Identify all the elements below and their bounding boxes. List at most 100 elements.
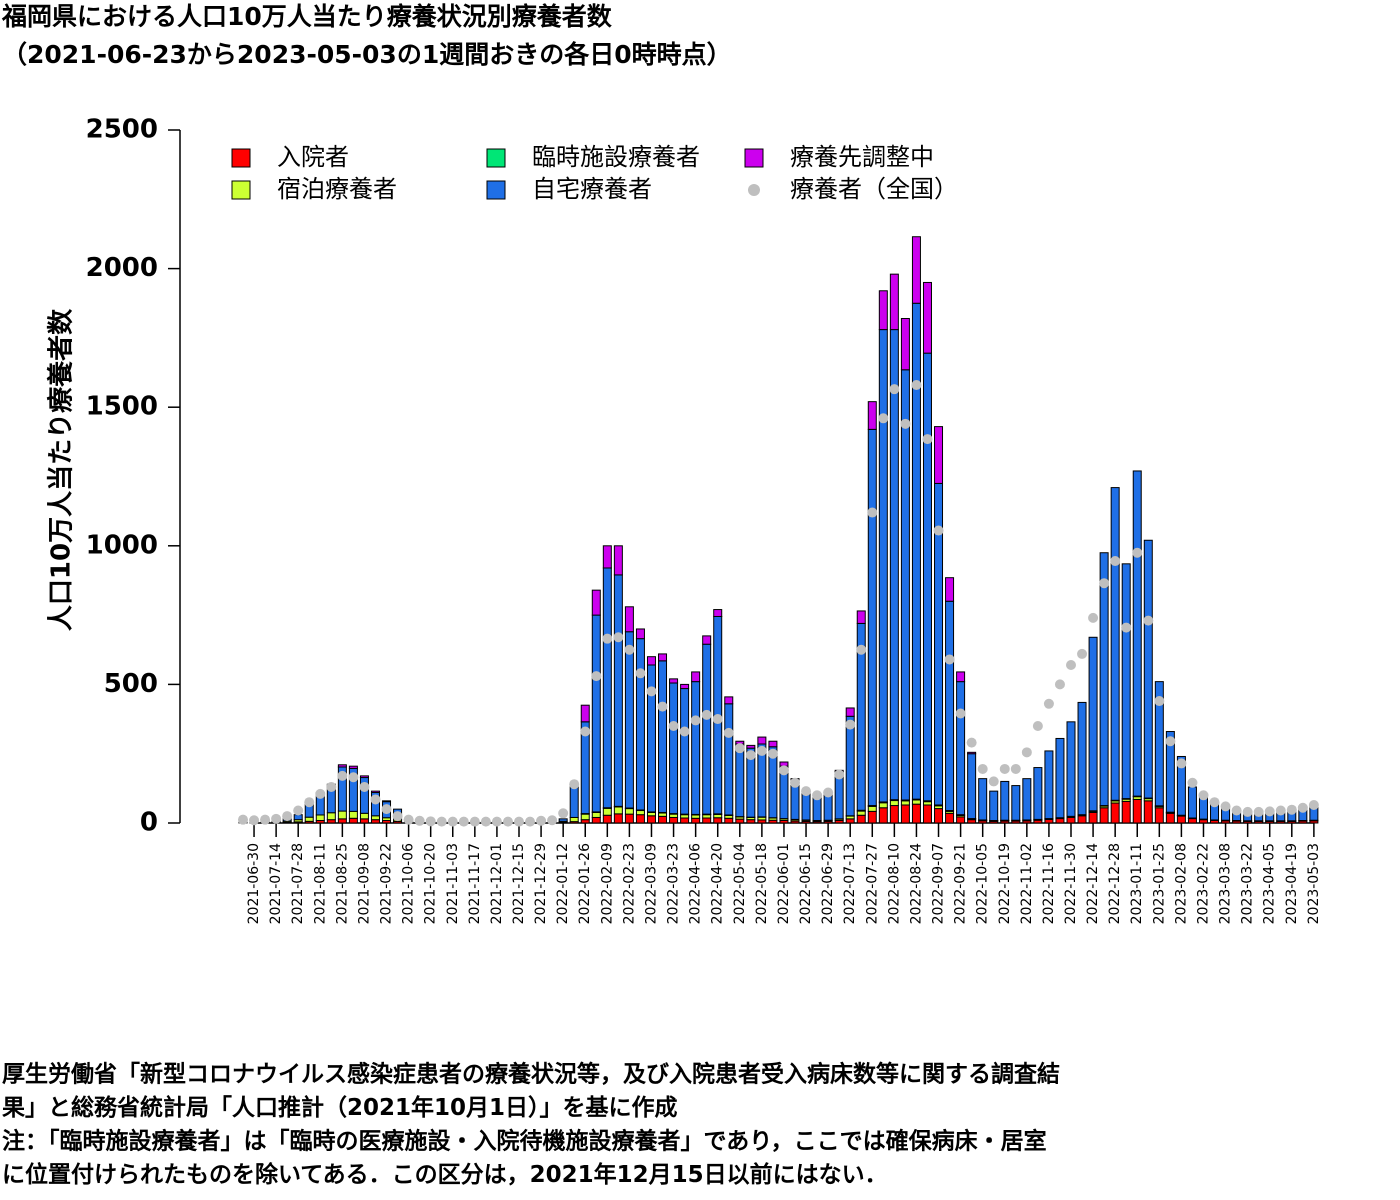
- x-tick-label: 2022-11-02: [1019, 843, 1035, 924]
- bar-segment: [967, 753, 977, 820]
- bar-segment: [702, 643, 712, 815]
- point: [381, 804, 392, 815]
- point: [414, 815, 425, 826]
- bar-segment: [878, 802, 888, 809]
- x-tick-label: 2022-07-27: [864, 843, 880, 924]
- note: 注：「臨時施設療養者」は「臨時の医療施設・入院待機施設療養者」であり，ここでは確…: [2, 1128, 1047, 1155]
- note: 厚生労働省「新型コロナウイルス感染症患者の療養状況等，及び入院患者受入病床数等に…: [2, 1061, 1060, 1088]
- bar-segment: [945, 577, 955, 602]
- x-tick-label: 2022-06-29: [820, 843, 836, 924]
- point: [1209, 797, 1220, 808]
- point: [999, 763, 1010, 774]
- bar-segment: [691, 681, 701, 815]
- x-tick-label: 2021-12-29: [533, 843, 549, 924]
- point: [403, 814, 414, 825]
- bar-segment: [1088, 811, 1098, 824]
- bar-segment: [635, 810, 645, 816]
- x-tick-label: 2022-03-09: [643, 843, 659, 924]
- x-tick-label: 2021-08-11: [312, 843, 328, 924]
- x-tick-label: 2021-07-28: [290, 843, 306, 924]
- point: [326, 781, 337, 792]
- bar-segment: [900, 804, 910, 824]
- bar-segment: [304, 816, 314, 822]
- x-tick-label: 2022-09-07: [931, 843, 947, 924]
- point: [734, 743, 745, 754]
- bar-segment: [658, 815, 668, 824]
- point: [679, 726, 690, 737]
- x-tick-label: 2022-06-15: [798, 843, 814, 924]
- bar-segment: [945, 600, 955, 812]
- point: [1264, 806, 1275, 817]
- bar-segment: [724, 696, 734, 705]
- point: [1077, 648, 1088, 659]
- bar-segment: [591, 811, 601, 818]
- legend-label: 入院者: [277, 143, 349, 171]
- point: [635, 668, 646, 679]
- point: [469, 816, 480, 827]
- x-tick-label: 2023-01-11: [1129, 843, 1145, 924]
- point: [282, 811, 293, 822]
- bar-segment: [746, 744, 756, 749]
- bar-segment: [624, 808, 634, 815]
- x-tick-label: 2021-08-25: [334, 843, 350, 924]
- point: [911, 380, 922, 391]
- point: [933, 525, 944, 536]
- bar-segment: [878, 807, 888, 824]
- point: [1165, 736, 1176, 747]
- point: [922, 434, 933, 445]
- bar-segment: [1143, 800, 1153, 824]
- point: [977, 763, 988, 774]
- point: [1231, 805, 1242, 816]
- bar-segment: [680, 688, 690, 815]
- bar-segment: [591, 816, 601, 824]
- point: [1010, 763, 1021, 774]
- bar-segment: [658, 660, 668, 813]
- bar-segment: [315, 814, 325, 822]
- bar-segment: [922, 281, 932, 354]
- bar-segment: [1187, 786, 1197, 819]
- bar-segment: [602, 567, 612, 809]
- bar-segment: [624, 606, 634, 633]
- y-tick-label: 1000: [86, 530, 158, 560]
- x-tick-label: 2022-10-05: [975, 843, 991, 924]
- legend-swatch: [231, 148, 251, 168]
- point: [745, 750, 756, 761]
- bar-segment: [911, 302, 921, 800]
- point: [801, 786, 812, 797]
- x-tick-label: 2022-06-01: [776, 843, 792, 924]
- bar-segment: [856, 810, 866, 816]
- x-tick-label: 2022-05-04: [732, 843, 748, 924]
- point: [812, 790, 823, 801]
- legend-label: 宿泊療養者: [277, 175, 397, 203]
- point: [1021, 747, 1032, 758]
- bar-segment: [978, 778, 988, 821]
- x-tick-label: 2022-11-30: [1063, 843, 1079, 924]
- x-tick-label: 2021-10-06: [401, 843, 417, 924]
- bar-segment: [911, 803, 921, 824]
- bar-segment: [613, 545, 623, 576]
- bar-segment: [967, 751, 977, 755]
- point: [370, 794, 381, 805]
- bar-segment: [580, 704, 590, 723]
- bar-segment: [1121, 800, 1131, 824]
- point: [1110, 556, 1121, 567]
- x-tick-label: 2021-10-20: [423, 843, 439, 924]
- bar-segment: [911, 799, 921, 805]
- point: [447, 816, 458, 827]
- bar-segment: [1132, 470, 1142, 797]
- bar-segment: [370, 815, 380, 821]
- bar-segment: [348, 810, 358, 819]
- bar-segment: [613, 574, 623, 807]
- point: [944, 654, 955, 665]
- point: [756, 745, 767, 756]
- x-tick-label: 2021-09-08: [356, 843, 372, 924]
- x-tick-label: 2022-04-06: [688, 843, 704, 924]
- x-tick-label: 2021-11-17: [467, 843, 483, 924]
- bar-segment: [1176, 815, 1186, 824]
- bar-segment: [1110, 487, 1120, 801]
- point: [249, 815, 260, 826]
- legend-marker: [748, 184, 760, 196]
- x-tick-label: 2023-04-19: [1284, 843, 1300, 924]
- point: [845, 719, 856, 730]
